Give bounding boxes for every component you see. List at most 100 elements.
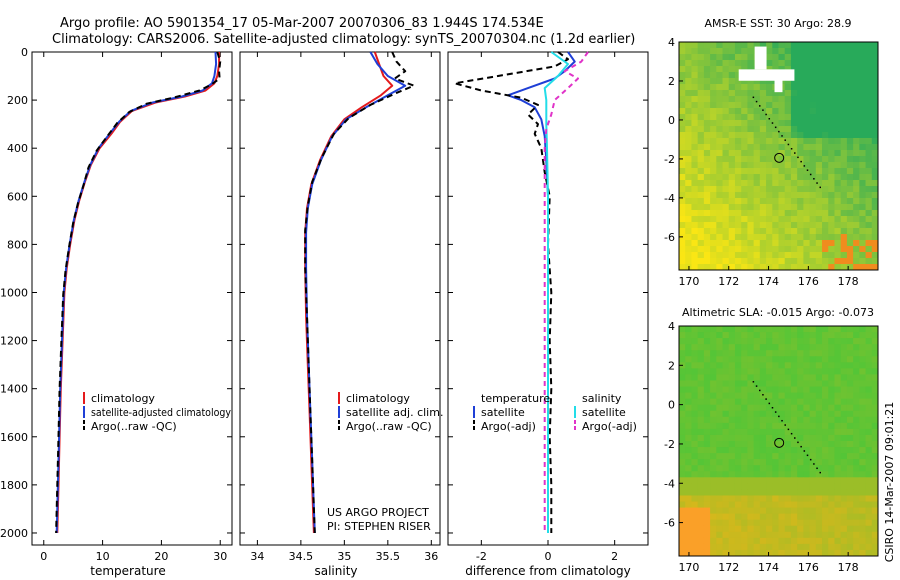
map-cell: [753, 234, 761, 241]
map-cell: [766, 459, 773, 466]
map-cell: [846, 441, 854, 448]
map-cell: [691, 434, 699, 442]
map-cell: [691, 513, 699, 521]
map-cell: [753, 465, 761, 472]
map-cell: [840, 422, 848, 430]
map-cell: [834, 513, 842, 521]
map-cell: [828, 96, 835, 103]
map-y-tick-label: 4: [668, 320, 675, 333]
map-cell: [797, 150, 804, 157]
map-cell: [853, 386, 860, 394]
map-x-tick-label: 174: [758, 561, 779, 574]
map-cell: [797, 543, 804, 551]
map-cell: [685, 525, 692, 533]
map-cell: [741, 78, 748, 85]
map-cell: [834, 483, 842, 490]
map-cell: [691, 392, 699, 400]
map-cell: [815, 90, 823, 97]
map-cell: [871, 428, 879, 436]
map-cell: [871, 90, 879, 97]
map-cell: [697, 441, 705, 448]
map-cell: [710, 549, 717, 557]
map-cell: [803, 477, 811, 484]
map-cell: [828, 338, 835, 345]
map-cell: [822, 404, 829, 412]
map-cell: [865, 332, 873, 339]
map-cell: [697, 350, 705, 357]
map-cell: [790, 441, 798, 448]
map-cell: [840, 108, 848, 115]
map-cell: [828, 374, 835, 381]
map-cell: [834, 144, 842, 151]
map-cell: [815, 386, 823, 394]
map-cell: [747, 471, 755, 478]
map-cell: [840, 258, 848, 265]
map-cell: [834, 477, 842, 484]
map-cell: [871, 549, 879, 557]
map-cell: [747, 477, 755, 484]
map-cell: [859, 434, 867, 442]
map-cell: [834, 356, 842, 363]
map-cell: [728, 240, 736, 247]
map-cell: [803, 150, 811, 157]
map-cell: [859, 132, 867, 139]
map-cell: [679, 264, 686, 271]
map-cell: [697, 102, 705, 109]
map-cell: [778, 392, 786, 400]
map-cell: [815, 252, 823, 259]
map-cell: [710, 132, 717, 139]
map-cell: [846, 326, 854, 333]
map-cell: [822, 471, 829, 478]
map-cell: [722, 204, 730, 211]
map-cell: [815, 422, 823, 430]
map-cell: [853, 240, 860, 247]
map-cell: [865, 198, 873, 205]
map-cell: [747, 519, 755, 527]
map-cell: [840, 447, 848, 454]
map-cell: [815, 42, 823, 49]
map-cell: [822, 60, 829, 67]
map-cell: [703, 404, 711, 412]
map-x-tick-label: 178: [838, 561, 859, 574]
map-cell: [747, 368, 755, 375]
map-cell: [697, 459, 705, 466]
map-cell: [766, 246, 773, 253]
map-cell: [784, 356, 792, 363]
map-cell: [728, 66, 736, 73]
map-cell: [772, 48, 779, 55]
map-cell: [865, 180, 873, 187]
map-cell: [853, 84, 860, 91]
map-cell: [865, 549, 873, 557]
map-cell: [809, 210, 817, 217]
map-cell: [834, 471, 842, 478]
map-cell: [871, 441, 879, 448]
map-cell: [759, 507, 767, 515]
map-cell: [716, 192, 724, 199]
map-cell: [703, 186, 711, 193]
map-cell: [691, 180, 699, 187]
map-cell: [803, 210, 811, 217]
map-cell: [710, 198, 717, 205]
map-cell: [710, 422, 717, 430]
map-cell: [778, 120, 786, 127]
map-cell: [703, 48, 711, 55]
temperature-xlabel: temperature: [90, 564, 165, 578]
map-cell: [871, 78, 879, 85]
map-cell: [778, 234, 786, 241]
map-cell: [710, 102, 717, 109]
map-cell: [772, 513, 779, 521]
map-cell: [846, 531, 854, 539]
map-cell: [797, 144, 804, 151]
map-cell: [703, 434, 711, 442]
map-cell: [834, 48, 842, 55]
map-cell: [822, 525, 829, 533]
map-cell: [784, 350, 792, 357]
x-tick-label: 0: [545, 550, 552, 563]
map-cell: [797, 398, 804, 406]
map-cell: [815, 210, 823, 217]
legend-climatology: climatology: [346, 392, 410, 405]
map-cell: [822, 507, 829, 515]
map-cell: [722, 174, 730, 181]
map-cell: [803, 186, 811, 193]
map-cell: [685, 543, 692, 551]
